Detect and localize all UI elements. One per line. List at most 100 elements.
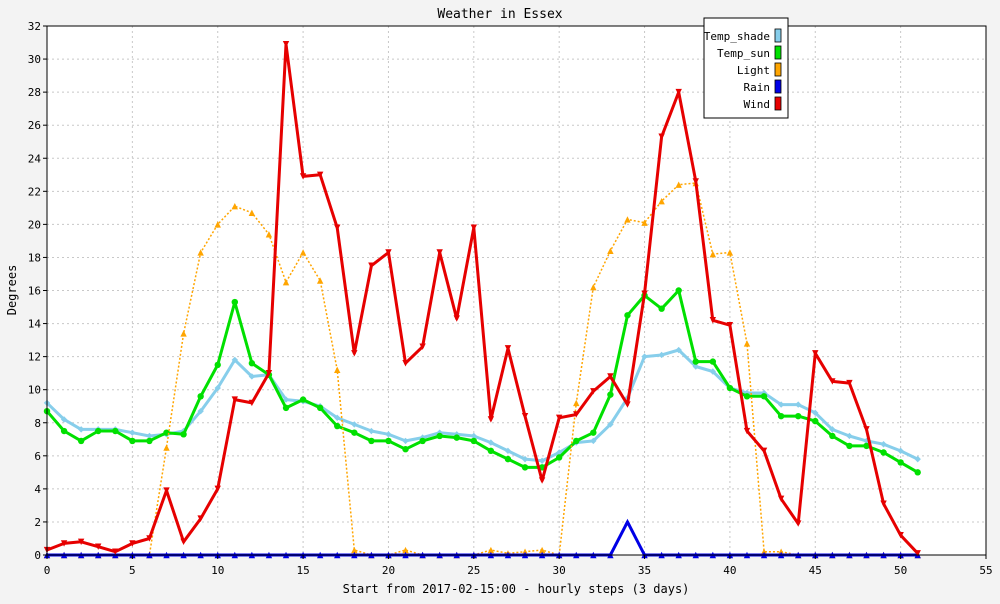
data-point-light — [487, 546, 495, 554]
series-line-temp-sun — [45, 289, 919, 474]
data-point-wind — [368, 262, 375, 269]
data-point-light — [163, 444, 170, 451]
data-point-light — [658, 198, 665, 205]
data-point-wind — [743, 427, 751, 435]
data-point-temp-sun — [419, 437, 426, 445]
chart-title: Weather in Essex — [437, 7, 562, 22]
data-point-light — [590, 283, 597, 291]
data-point-temp-sun — [760, 393, 768, 400]
data-point-temp-shade — [641, 353, 648, 360]
data-point-temp-shade — [812, 409, 819, 417]
data-point-light — [180, 330, 187, 337]
data-point-temp-shade — [846, 432, 853, 440]
data-point-temp-shade — [402, 437, 409, 445]
data-point-temp-shade — [282, 396, 290, 403]
legend-items: Temp_shade Temp_sun Light Rain Wind — [704, 28, 782, 111]
data-point-wind — [453, 315, 460, 322]
legend-label: Temp_shade — [704, 30, 770, 43]
data-point-temp-sun — [112, 427, 119, 435]
y-axis-label: Degrees — [5, 265, 19, 316]
x-tick-label: 50 — [894, 564, 907, 577]
data-point-temp-shade — [777, 401, 785, 408]
data-point-wind — [624, 401, 631, 408]
data-point-temp-shade — [385, 431, 392, 438]
data-point-light — [538, 546, 546, 554]
y-tick-label: 16 — [28, 285, 41, 298]
y-tick-label: 4 — [34, 483, 41, 496]
data-point-light — [777, 548, 785, 555]
data-point-wind — [214, 485, 221, 493]
data-point-light — [743, 340, 751, 347]
y-tick-label: 2 — [34, 516, 41, 529]
data-point-rain — [624, 518, 631, 526]
data-point-light — [641, 219, 648, 226]
x-axis-label: Start from 2017-02-15:00 - hourly steps … — [343, 582, 690, 596]
data-point-wind — [60, 540, 68, 547]
data-point-temp-shade — [590, 437, 597, 445]
data-point-temp-sun — [777, 412, 785, 420]
data-point-temp-sun — [692, 358, 699, 365]
data-point-light — [197, 249, 204, 256]
data-point-temp-shade — [368, 427, 375, 435]
x-tick-label: 25 — [467, 564, 480, 577]
data-point-temp-shade — [470, 432, 478, 440]
data-point-temp-sun — [180, 431, 187, 438]
data-point-light — [299, 249, 307, 256]
x-tick-label: 20 — [382, 564, 395, 577]
data-point-wind — [487, 416, 495, 423]
data-point-wind — [675, 88, 682, 96]
data-point-wind — [112, 548, 119, 555]
legend-label: Light — [737, 64, 770, 77]
data-point-temp-sun — [675, 287, 682, 294]
series-line-light — [47, 182, 918, 556]
legend-swatch — [774, 45, 782, 60]
data-point-wind — [334, 224, 341, 231]
data-point-light — [231, 202, 238, 210]
data-point-wind — [197, 515, 204, 522]
data-point-temp-shade — [658, 351, 665, 359]
y-tick-label: 0 — [34, 549, 41, 562]
data-point-light — [709, 250, 717, 258]
data-point-temp-shade — [709, 368, 717, 375]
data-point-temp-sun — [95, 427, 102, 435]
data-point-light — [573, 399, 580, 407]
y-tick-label: 26 — [28, 119, 41, 132]
data-point-temp-sun — [334, 422, 341, 430]
data-point-temp-sun — [658, 305, 665, 312]
data-point-wind — [402, 360, 409, 367]
x-tick-label: 35 — [638, 564, 651, 577]
y-tick-label: 18 — [28, 251, 41, 264]
data-point-light — [675, 181, 682, 188]
series-wind — [43, 40, 921, 557]
data-point-temp-sun — [880, 449, 887, 456]
x-tick-label: 55 — [979, 564, 992, 577]
data-point-light — [760, 548, 768, 555]
data-point-temp-sun — [709, 358, 717, 365]
data-point-wind — [248, 399, 256, 407]
x-tick-label: 0 — [44, 564, 51, 577]
data-point-wind — [897, 531, 904, 539]
legend-label: Wind — [744, 98, 771, 111]
data-point-wind — [504, 345, 512, 352]
data-point-wind — [726, 322, 734, 329]
data-point-temp-sun — [590, 429, 597, 436]
data-point-temp-sun — [282, 404, 290, 412]
data-point-temp-shade — [146, 432, 153, 440]
y-tick-label: 10 — [28, 384, 41, 397]
data-point-temp-shade — [880, 441, 887, 448]
data-point-temp-sun — [863, 442, 870, 450]
data-point-wind — [692, 178, 699, 185]
data-point-temp-sun — [299, 396, 307, 403]
data-point-wind — [180, 538, 187, 545]
data-point-wind — [385, 249, 392, 256]
data-point-temp-sun — [573, 437, 580, 445]
data-point-temp-shade — [248, 373, 256, 380]
data-point-temp-shade — [914, 455, 921, 463]
data-point-temp-sun — [897, 459, 904, 466]
data-point-temp-shade — [60, 416, 68, 423]
data-point-light — [351, 546, 358, 554]
data-point-wind — [846, 379, 853, 387]
data-point-temp-shade — [675, 346, 682, 354]
data-point-wind — [470, 224, 478, 231]
